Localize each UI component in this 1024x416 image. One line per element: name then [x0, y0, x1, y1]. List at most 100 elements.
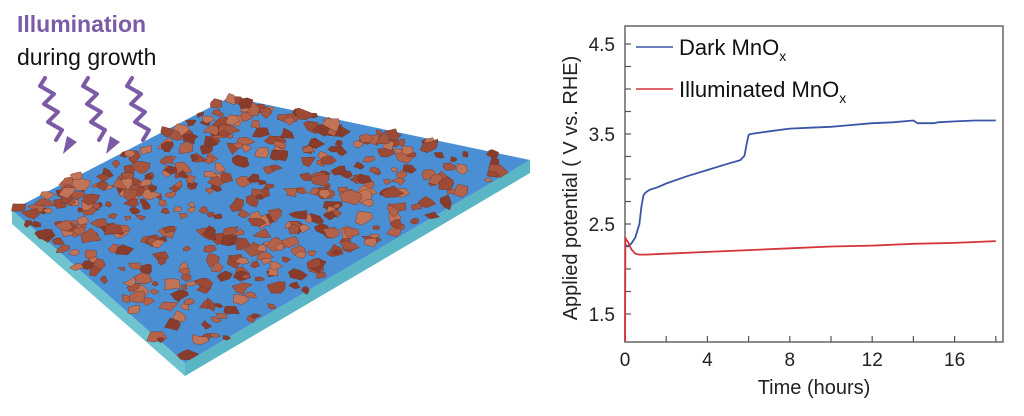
mnox-flake [268, 209, 283, 223]
mnox-flake [202, 115, 215, 124]
plot-frame [624, 25, 1004, 343]
mnox-flake [218, 129, 230, 138]
x-tick-label: 4 [702, 350, 713, 371]
mnox-flake [55, 244, 70, 254]
mnox-flake [30, 220, 41, 228]
mnox-flake [320, 155, 337, 165]
mnox-flake [158, 199, 167, 208]
substrate-side-right [185, 160, 530, 376]
mnox-flake [117, 266, 126, 272]
mnox-flake [159, 155, 174, 165]
mnox-flake [144, 173, 154, 180]
mnox-flake [250, 313, 262, 319]
mnox-flake [483, 176, 493, 182]
mnox-flake [375, 129, 385, 137]
mnox-flake [369, 166, 380, 174]
mnox-flake [156, 337, 165, 344]
light-arrow [125, 76, 151, 142]
mnox-flake [172, 123, 190, 137]
mnox-flake [269, 149, 288, 162]
mnox-flake [72, 226, 86, 236]
mnox-flake [210, 260, 224, 273]
mnox-flake [107, 212, 118, 219]
mnox-flake [308, 138, 326, 148]
mnox-flake [35, 228, 53, 242]
mnox-flake [386, 204, 399, 218]
mnox-flake [330, 203, 341, 209]
mnox-flake [172, 310, 187, 323]
mnox-flake [157, 256, 167, 266]
mnox-flake [151, 280, 159, 287]
mnox-flake [189, 153, 199, 162]
illumination-title: Illumination [17, 11, 147, 37]
series-line-illuminated [624, 236, 996, 342]
mnox-flake [423, 211, 440, 219]
legend-label-dark: Dark MnOx [679, 35, 786, 64]
mnox-flake [288, 281, 301, 290]
mnox-flake [42, 207, 53, 214]
mnox-flake [236, 237, 251, 251]
mnox-flake [162, 225, 176, 234]
mnox-flake [123, 198, 139, 208]
mnox-flake [160, 208, 171, 215]
mnox-flake [316, 271, 327, 279]
mnox-flake [96, 180, 108, 192]
x-axis-label: Time (hours) [758, 377, 871, 399]
mnox-flake [433, 152, 445, 159]
mnox-flake [39, 191, 56, 200]
x-tick-label: 12 [862, 350, 883, 371]
mnox-flake [69, 171, 83, 180]
mnox-flake [243, 291, 257, 299]
x-tick-label: 0 [620, 350, 631, 371]
mnox-flake [105, 201, 112, 208]
mnox-flake [451, 184, 469, 198]
mnox-flake [129, 207, 141, 215]
mnox-flake [417, 195, 437, 209]
mnox-flake [210, 316, 223, 324]
mnox-flake [229, 197, 244, 212]
mnox-flake [300, 286, 310, 295]
mnox-flake [147, 184, 157, 193]
x-tick-label: 16 [944, 350, 965, 371]
mnox-flake [198, 206, 209, 214]
mnox-flake [295, 251, 307, 259]
mnox-flake [214, 162, 227, 173]
mnox-flake [191, 334, 210, 345]
mnox-flake [242, 144, 252, 153]
mnox-flake [211, 108, 225, 117]
mnox-flake [178, 169, 189, 179]
mnox-flake [20, 208, 40, 220]
mnox-flake [339, 189, 363, 206]
mnox-flake [139, 144, 152, 155]
mnox-flake [263, 165, 274, 175]
mnox-flake [151, 239, 166, 249]
mnox-flake [199, 300, 211, 310]
mnox-flake [362, 156, 376, 163]
mnox-flake [295, 187, 306, 195]
mnox-flake [100, 275, 108, 285]
mnox-flake [383, 128, 402, 141]
mnox-flake [77, 207, 83, 213]
mnox-flake [308, 187, 320, 196]
mnox-flake [186, 201, 195, 208]
mnox-flake [438, 176, 455, 191]
mnox-flake [375, 132, 390, 145]
y-axis-label: Applied potential ( V vs. RHE) [560, 56, 582, 321]
mnox-flake [450, 156, 458, 163]
mnox-flake [266, 281, 286, 294]
mnox-flake [402, 164, 417, 174]
mnox-flake [428, 173, 443, 186]
mnox-flake [237, 208, 250, 219]
mnox-flake [255, 194, 264, 200]
mnox-flake [215, 302, 224, 309]
mnox-flake [107, 243, 119, 253]
mnox-flake [71, 177, 91, 191]
mnox-flake [250, 119, 260, 129]
mnox-flake [172, 180, 182, 189]
mnox-flake [185, 119, 197, 126]
mnox-flake [209, 98, 223, 109]
series-line-dark [624, 119, 996, 248]
mnox-flake [301, 156, 316, 168]
mnox-flake [215, 312, 228, 320]
mnox-flake [247, 217, 267, 227]
